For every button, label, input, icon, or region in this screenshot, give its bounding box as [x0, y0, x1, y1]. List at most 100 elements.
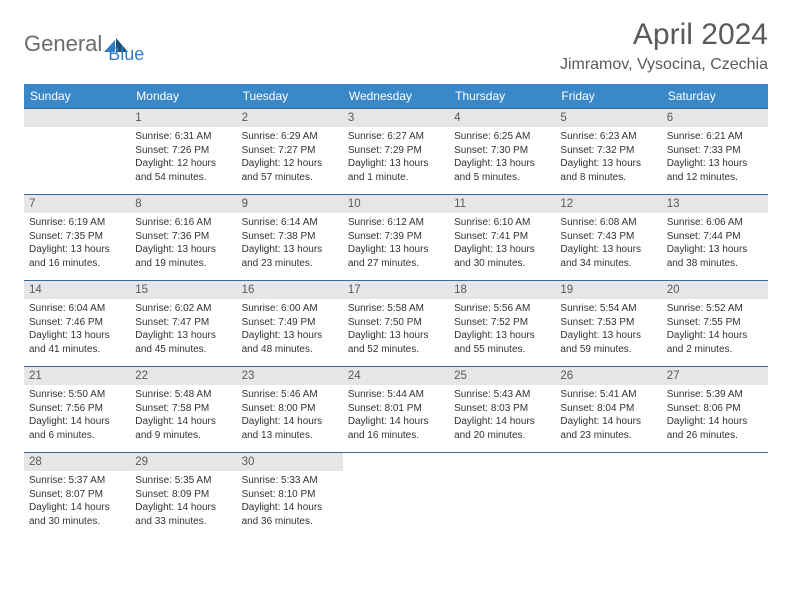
- day-content: Sunrise: 5:41 AMSunset: 8:04 PMDaylight:…: [555, 385, 661, 446]
- day-number: 22: [130, 367, 236, 385]
- calendar-row: 21Sunrise: 5:50 AMSunset: 7:56 PMDayligh…: [24, 367, 768, 453]
- calendar-cell: 25Sunrise: 5:43 AMSunset: 8:03 PMDayligh…: [449, 367, 555, 453]
- weekday-header-row: SundayMondayTuesdayWednesdayThursdayFrid…: [24, 84, 768, 109]
- day-content: Sunrise: 5:50 AMSunset: 7:56 PMDaylight:…: [24, 385, 130, 446]
- day-number: 7: [24, 195, 130, 213]
- day-number: 27: [662, 367, 768, 385]
- calendar-cell: [24, 109, 130, 195]
- day-number: 17: [343, 281, 449, 299]
- calendar-cell: 4Sunrise: 6:25 AMSunset: 7:30 PMDaylight…: [449, 109, 555, 195]
- day-content: Sunrise: 5:58 AMSunset: 7:50 PMDaylight:…: [343, 299, 449, 360]
- calendar-cell: 24Sunrise: 5:44 AMSunset: 8:01 PMDayligh…: [343, 367, 449, 453]
- calendar-cell: [449, 453, 555, 539]
- weekday-header: Tuesday: [237, 84, 343, 109]
- weekday-header: Sunday: [24, 84, 130, 109]
- day-content: Sunrise: 5:46 AMSunset: 8:00 PMDaylight:…: [237, 385, 343, 446]
- calendar-cell: [662, 453, 768, 539]
- day-content: Sunrise: 6:21 AMSunset: 7:33 PMDaylight:…: [662, 127, 768, 188]
- day-content: Sunrise: 6:16 AMSunset: 7:36 PMDaylight:…: [130, 213, 236, 274]
- calendar-cell: 9Sunrise: 6:14 AMSunset: 7:38 PMDaylight…: [237, 195, 343, 281]
- calendar-cell: 21Sunrise: 5:50 AMSunset: 7:56 PMDayligh…: [24, 367, 130, 453]
- title-block: April 2024 Jimramov, Vysocina, Czechia: [560, 18, 768, 74]
- day-content: Sunrise: 6:14 AMSunset: 7:38 PMDaylight:…: [237, 213, 343, 274]
- logo: General Blue: [24, 18, 144, 65]
- calendar-cell: 12Sunrise: 6:08 AMSunset: 7:43 PMDayligh…: [555, 195, 661, 281]
- day-number: 4: [449, 109, 555, 127]
- calendar-body: 1Sunrise: 6:31 AMSunset: 7:26 PMDaylight…: [24, 109, 768, 539]
- day-content: Sunrise: 6:25 AMSunset: 7:30 PMDaylight:…: [449, 127, 555, 188]
- day-number: 11: [449, 195, 555, 213]
- day-number: 23: [237, 367, 343, 385]
- day-content: Sunrise: 5:35 AMSunset: 8:09 PMDaylight:…: [130, 471, 236, 532]
- calendar-cell: 7Sunrise: 6:19 AMSunset: 7:35 PMDaylight…: [24, 195, 130, 281]
- day-content: Sunrise: 6:06 AMSunset: 7:44 PMDaylight:…: [662, 213, 768, 274]
- calendar-cell: 18Sunrise: 5:56 AMSunset: 7:52 PMDayligh…: [449, 281, 555, 367]
- calendar-cell: 29Sunrise: 5:35 AMSunset: 8:09 PMDayligh…: [130, 453, 236, 539]
- day-number: 10: [343, 195, 449, 213]
- day-content: Sunrise: 6:27 AMSunset: 7:29 PMDaylight:…: [343, 127, 449, 188]
- day-content: Sunrise: 5:37 AMSunset: 8:07 PMDaylight:…: [24, 471, 130, 532]
- day-number: 8: [130, 195, 236, 213]
- day-number: 24: [343, 367, 449, 385]
- calendar-cell: 16Sunrise: 6:00 AMSunset: 7:49 PMDayligh…: [237, 281, 343, 367]
- weekday-header: Monday: [130, 84, 236, 109]
- day-number: 5: [555, 109, 661, 127]
- month-title: April 2024: [560, 18, 768, 52]
- day-number: 28: [24, 453, 130, 471]
- day-content: Sunrise: 5:43 AMSunset: 8:03 PMDaylight:…: [449, 385, 555, 446]
- day-number: 25: [449, 367, 555, 385]
- calendar-cell: 23Sunrise: 5:46 AMSunset: 8:00 PMDayligh…: [237, 367, 343, 453]
- calendar-cell: 3Sunrise: 6:27 AMSunset: 7:29 PMDaylight…: [343, 109, 449, 195]
- day-number: 13: [662, 195, 768, 213]
- calendar-row: 28Sunrise: 5:37 AMSunset: 8:07 PMDayligh…: [24, 453, 768, 539]
- day-number: 15: [130, 281, 236, 299]
- day-number: 14: [24, 281, 130, 299]
- day-number-empty: [24, 109, 130, 127]
- logo-text-general: General: [24, 31, 102, 57]
- day-content: Sunrise: 5:54 AMSunset: 7:53 PMDaylight:…: [555, 299, 661, 360]
- header: General Blue April 2024 Jimramov, Vysoci…: [24, 18, 768, 74]
- calendar-cell: 22Sunrise: 5:48 AMSunset: 7:58 PMDayligh…: [130, 367, 236, 453]
- calendar-cell: 15Sunrise: 6:02 AMSunset: 7:47 PMDayligh…: [130, 281, 236, 367]
- day-content: Sunrise: 5:56 AMSunset: 7:52 PMDaylight:…: [449, 299, 555, 360]
- calendar-cell: 8Sunrise: 6:16 AMSunset: 7:36 PMDaylight…: [130, 195, 236, 281]
- day-content: Sunrise: 6:19 AMSunset: 7:35 PMDaylight:…: [24, 213, 130, 274]
- day-content: Sunrise: 6:12 AMSunset: 7:39 PMDaylight:…: [343, 213, 449, 274]
- calendar-cell: 17Sunrise: 5:58 AMSunset: 7:50 PMDayligh…: [343, 281, 449, 367]
- day-content: Sunrise: 5:39 AMSunset: 8:06 PMDaylight:…: [662, 385, 768, 446]
- day-number: 19: [555, 281, 661, 299]
- calendar-cell: 20Sunrise: 5:52 AMSunset: 7:55 PMDayligh…: [662, 281, 768, 367]
- calendar-cell: 14Sunrise: 6:04 AMSunset: 7:46 PMDayligh…: [24, 281, 130, 367]
- day-number: 1: [130, 109, 236, 127]
- calendar-cell: 1Sunrise: 6:31 AMSunset: 7:26 PMDaylight…: [130, 109, 236, 195]
- day-number: 30: [237, 453, 343, 471]
- day-content: Sunrise: 6:04 AMSunset: 7:46 PMDaylight:…: [24, 299, 130, 360]
- day-number: 16: [237, 281, 343, 299]
- day-content: Sunrise: 6:00 AMSunset: 7:49 PMDaylight:…: [237, 299, 343, 360]
- calendar-row: 1Sunrise: 6:31 AMSunset: 7:26 PMDaylight…: [24, 109, 768, 195]
- calendar-cell: 2Sunrise: 6:29 AMSunset: 7:27 PMDaylight…: [237, 109, 343, 195]
- calendar-row: 7Sunrise: 6:19 AMSunset: 7:35 PMDaylight…: [24, 195, 768, 281]
- calendar-cell: 27Sunrise: 5:39 AMSunset: 8:06 PMDayligh…: [662, 367, 768, 453]
- day-number: 2: [237, 109, 343, 127]
- weekday-header: Thursday: [449, 84, 555, 109]
- day-number: 3: [343, 109, 449, 127]
- calendar-cell: 5Sunrise: 6:23 AMSunset: 7:32 PMDaylight…: [555, 109, 661, 195]
- day-content: Sunrise: 6:02 AMSunset: 7:47 PMDaylight:…: [130, 299, 236, 360]
- day-content: Sunrise: 5:44 AMSunset: 8:01 PMDaylight:…: [343, 385, 449, 446]
- day-number: 20: [662, 281, 768, 299]
- calendar-row: 14Sunrise: 6:04 AMSunset: 7:46 PMDayligh…: [24, 281, 768, 367]
- day-number: 18: [449, 281, 555, 299]
- day-content: Sunrise: 6:29 AMSunset: 7:27 PMDaylight:…: [237, 127, 343, 188]
- weekday-header: Friday: [555, 84, 661, 109]
- day-content: Sunrise: 6:23 AMSunset: 7:32 PMDaylight:…: [555, 127, 661, 188]
- weekday-header: Saturday: [662, 84, 768, 109]
- day-content: Sunrise: 6:10 AMSunset: 7:41 PMDaylight:…: [449, 213, 555, 274]
- day-content: Sunrise: 5:52 AMSunset: 7:55 PMDaylight:…: [662, 299, 768, 360]
- day-number: 9: [237, 195, 343, 213]
- calendar-cell: 13Sunrise: 6:06 AMSunset: 7:44 PMDayligh…: [662, 195, 768, 281]
- day-content: Sunrise: 6:31 AMSunset: 7:26 PMDaylight:…: [130, 127, 236, 188]
- day-number: 6: [662, 109, 768, 127]
- calendar-cell: 19Sunrise: 5:54 AMSunset: 7:53 PMDayligh…: [555, 281, 661, 367]
- calendar-cell: 11Sunrise: 6:10 AMSunset: 7:41 PMDayligh…: [449, 195, 555, 281]
